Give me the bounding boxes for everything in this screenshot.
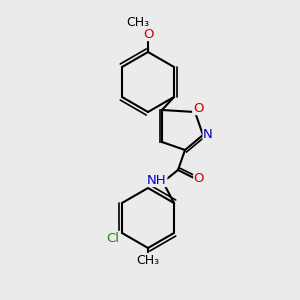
Text: CH₃: CH₃ [126,16,150,28]
Text: O: O [143,28,153,40]
Text: Cl: Cl [106,232,119,244]
Text: O: O [193,101,203,115]
Text: O: O [194,172,204,184]
Text: CH₃: CH₃ [136,254,160,266]
Text: NH: NH [147,173,167,187]
Text: N: N [203,128,213,142]
